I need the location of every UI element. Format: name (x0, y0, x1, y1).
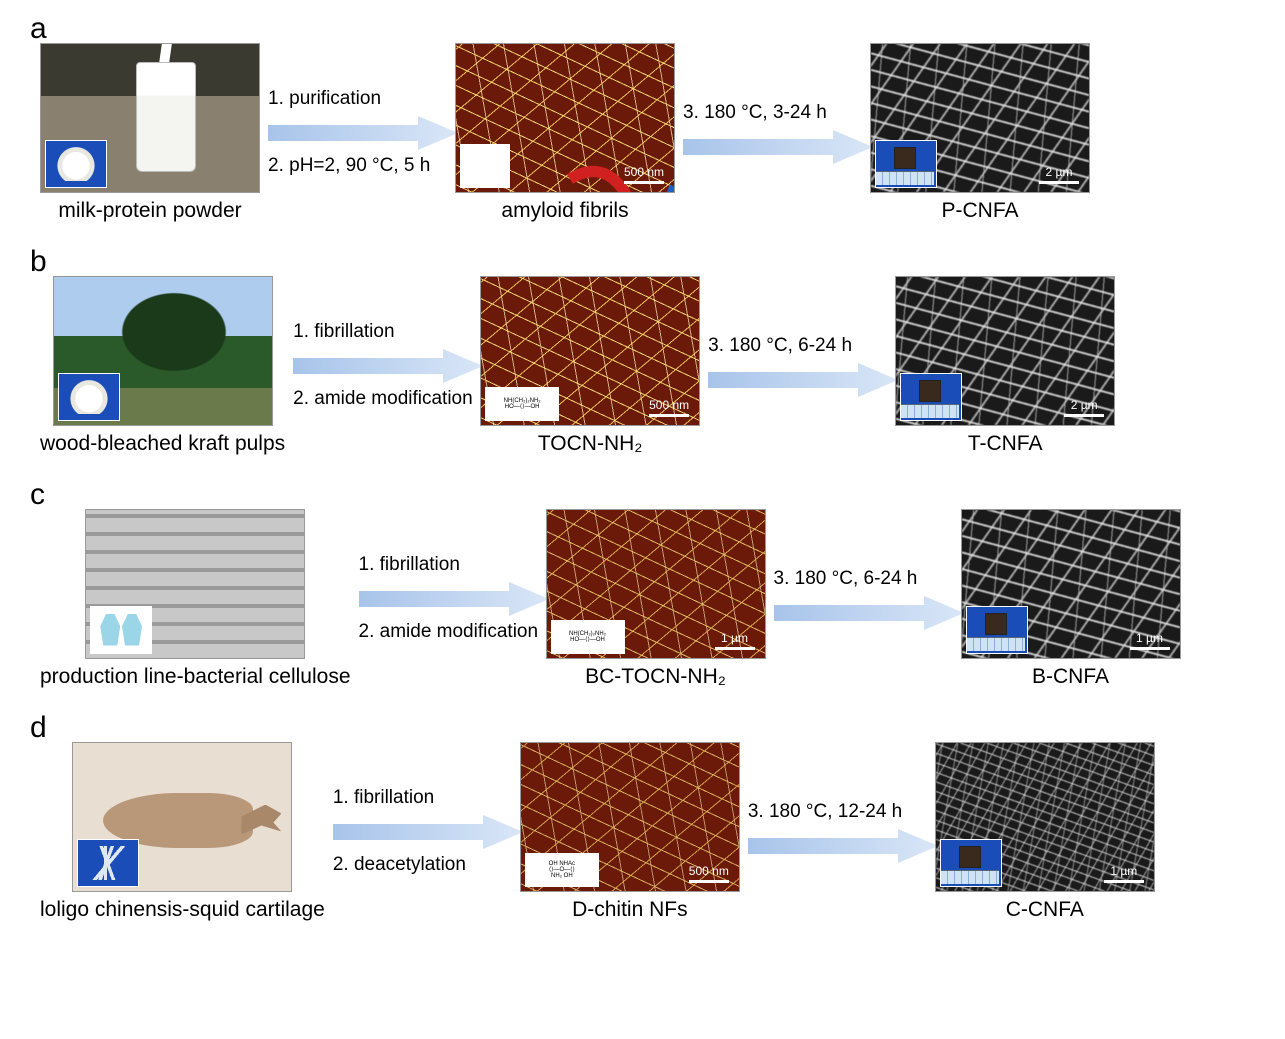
source-image-b (53, 276, 273, 426)
right-scalebar-a: 2 µm (1039, 165, 1079, 184)
arrow1-c: 1. fibrillation 2. amide modification (351, 551, 546, 646)
arrow1-a-line2: 2. pH=2, 90 °C, 5 h (268, 152, 430, 181)
source-inset-a (45, 140, 107, 188)
arrow1-c-line1: 1. fibrillation (359, 551, 460, 580)
mid-col-d: OH NHAc⟨⟩—O—⟨⟩NH₂ OH 500 nm D-chitin NFs (520, 742, 740, 922)
arrow-icon (293, 349, 483, 383)
row-a: a milk-protein powder 1. purification 2.… (40, 20, 1245, 245)
right-caption-a: P-CNFA (941, 199, 1018, 223)
mid-caption-a: amyloid fibrils (501, 199, 628, 223)
source-inset-b (58, 373, 120, 421)
source-caption-d: loligo chinensis-squid cartilage (40, 898, 325, 922)
right-col-c: 1 µm B-CNFA (961, 509, 1181, 689)
right-col-a: 2 µm P-CNFA (870, 43, 1090, 223)
right-image-b: 2 µm (895, 276, 1115, 426)
right-inset-a (875, 140, 937, 188)
row-b: b wood-bleached kraft pulps 1. fibrillat… (40, 253, 1245, 478)
arrow2-a: 3. 180 °C, 3-24 h (675, 99, 870, 166)
panel-label-b: b (30, 245, 47, 279)
arrow1-b-line2: 2. amide modification (293, 385, 473, 414)
arrow2-a-line1: 3. 180 °C, 3-24 h (683, 99, 827, 128)
arrow-icon (359, 582, 549, 616)
source-image-c (85, 509, 305, 659)
right-col-d: 1 µm C-CNFA (935, 742, 1155, 922)
right-scalebar-c: 1 µm (1130, 631, 1170, 650)
right-inset-c (966, 606, 1028, 654)
mid-image-a: 500 nm (455, 43, 675, 193)
source-col-d: loligo chinensis-squid cartilage (40, 742, 325, 922)
panel-label-c: c (30, 478, 45, 512)
arrow1-b: 1. fibrillation 2. amide modification (285, 318, 480, 413)
source-caption-c: production line-bacterial cellulose (40, 665, 351, 689)
arrow2-d-line1: 3. 180 °C, 12-24 h (748, 798, 902, 827)
right-caption-d: C-CNFA (1006, 898, 1084, 922)
row-c: c production line-bacterial cellulose 1.… (40, 486, 1245, 711)
source-inset-d (77, 839, 139, 887)
source-col-c: production line-bacterial cellulose (40, 509, 351, 689)
source-inset-c (90, 606, 152, 654)
mid-image-d: OH NHAc⟨⟩—O—⟨⟩NH₂ OH 500 nm (520, 742, 740, 892)
chem-structure-icon: OH NHAc⟨⟩—O—⟨⟩NH₂ OH (528, 856, 596, 884)
row-d: d loligo chinensis-squid cartilage 1. fi… (40, 719, 1245, 944)
mid-caption-d: D-chitin NFs (572, 898, 688, 922)
arrow2-b-line1: 3. 180 °C, 6-24 h (708, 332, 852, 361)
right-scalebar-b: 2 µm (1064, 398, 1104, 417)
right-image-a: 2 µm (870, 43, 1090, 193)
mid-caption-c: BC-TOCN-NH₂ (585, 665, 726, 689)
arrow1-c-line2: 2. amide modification (359, 618, 539, 647)
right-caption-c: B-CNFA (1032, 665, 1109, 689)
chem-structure-icon: NH(CH₂)₂NH₂HO—⟨⟩—OH (488, 390, 556, 418)
chem-structure-icon: NH(CH₂)₂NH₂HO—⟨⟩—OH (554, 623, 622, 651)
arrow-icon (774, 596, 964, 630)
mid-scalebar-c: 1 µm (715, 631, 755, 650)
right-image-d: 1 µm (935, 742, 1155, 892)
arrow2-c-line1: 3. 180 °C, 6-24 h (774, 565, 918, 594)
mid-image-c: NH(CH₂)₂NH₂HO—⟨⟩—OH 1 µm (546, 509, 766, 659)
arrow2-d: 3. 180 °C, 12-24 h (740, 798, 935, 865)
right-col-b: 2 µm T-CNFA (895, 276, 1115, 456)
arrow-icon (708, 363, 898, 397)
right-image-c: 1 µm (961, 509, 1181, 659)
right-inset-d (940, 839, 1002, 887)
source-caption-b: wood-bleached kraft pulps (40, 432, 285, 456)
mid-scalebar-d: 500 nm (689, 864, 729, 883)
mid-col-a: 500 nm amyloid fibrils (455, 43, 675, 223)
arrow-icon (748, 829, 938, 863)
arrow1-b-line1: 1. fibrillation (293, 318, 394, 347)
mid-caption-b: TOCN-NH₂ (538, 432, 643, 456)
right-scalebar-d: 1 µm (1104, 864, 1144, 883)
arrow1-d-line1: 1. fibrillation (333, 784, 434, 813)
source-caption-a: milk-protein powder (58, 199, 241, 223)
arrow2-c: 3. 180 °C, 6-24 h (766, 565, 961, 632)
mid-inset-d: OH NHAc⟨⟩—O—⟨⟩NH₂ OH (525, 853, 599, 887)
mid-scalebar-b: 500 nm (649, 398, 689, 417)
mid-inset-b: NH(CH₂)₂NH₂HO—⟨⟩—OH (485, 387, 559, 421)
mid-inset-a (460, 144, 510, 188)
panel-label-a: a (30, 12, 47, 46)
source-image-a (40, 43, 260, 193)
arrow1-a-line1: 1. purification (268, 85, 381, 114)
arrow1-d-line2: 2. deacetylation (333, 851, 466, 880)
arrow-icon (683, 130, 873, 164)
right-inset-b (900, 373, 962, 421)
arrow1-a: 1. purification 2. pH=2, 90 °C, 5 h (260, 85, 455, 180)
mid-image-b: NH(CH₂)₂NH₂HO—⟨⟩—OH 500 nm (480, 276, 700, 426)
mid-inset-c: NH(CH₂)₂NH₂HO—⟨⟩—OH (551, 620, 625, 654)
mid-scalebar-a: 500 nm (624, 165, 664, 184)
mid-col-b: NH(CH₂)₂NH₂HO—⟨⟩—OH 500 nm TOCN-NH₂ (480, 276, 700, 456)
right-caption-b: T-CNFA (968, 432, 1043, 456)
arrow-icon (333, 815, 523, 849)
panel-label-d: d (30, 711, 47, 745)
source-col-b: wood-bleached kraft pulps (40, 276, 285, 456)
arrow-icon (268, 116, 458, 150)
arrow2-b: 3. 180 °C, 6-24 h (700, 332, 895, 399)
arrow1-d: 1. fibrillation 2. deacetylation (325, 784, 520, 879)
source-col-a: milk-protein powder (40, 43, 260, 223)
source-image-d (72, 742, 292, 892)
mid-col-c: NH(CH₂)₂NH₂HO—⟨⟩—OH 1 µm BC-TOCN-NH₂ (546, 509, 766, 689)
